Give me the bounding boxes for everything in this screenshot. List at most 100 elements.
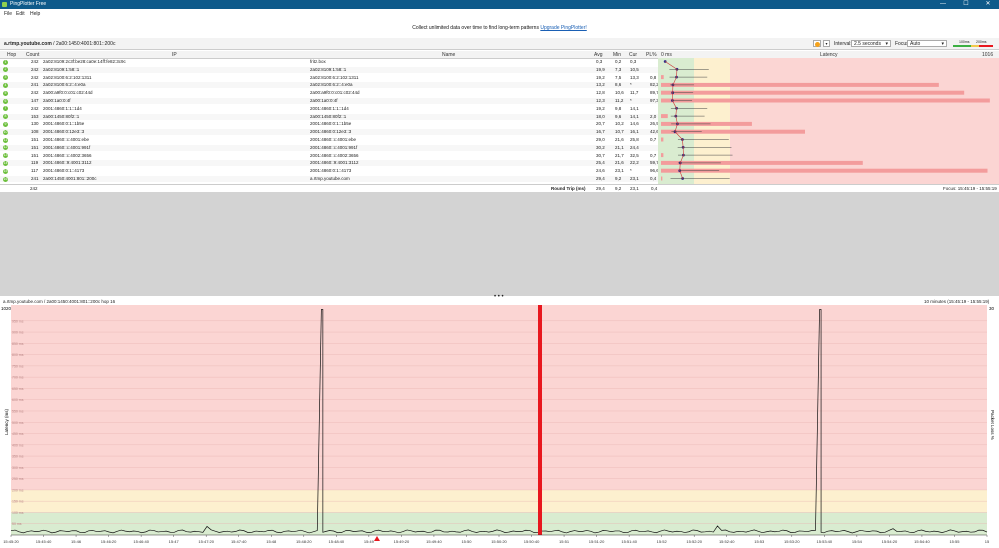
latency-column (658, 58, 999, 184)
interval-select[interactable]: 2.5 seconds ▾ (851, 40, 891, 47)
table-row[interactable]: 5 242 2a00:a9f0:0:c01:c02:44d 2a00:a9f0:0:c… (0, 90, 659, 96)
x-tick-label: 15:48:40 (329, 539, 345, 544)
table-row[interactable]: 2 242 2a02:8109:1:58::1 2a02:8109:1:58::1 19… (0, 66, 658, 73)
hop-avg: 29,0 (596, 137, 605, 142)
hop-count: 151 (31, 137, 39, 142)
title-bar: PingPlotter Free — ☐ ✕ (0, 0, 999, 9)
y-tick-label: 750 ms (12, 364, 24, 368)
hop-ip: 2a00:1450:4001:801::200c (43, 176, 97, 181)
hop-avg: 30,2 (596, 144, 605, 150)
hop-ip: 2001:4860::c:4001:991f (43, 144, 91, 150)
packet-loss-bar (661, 137, 664, 142)
table-row[interactable]: 3 242 2a02:8100:6:2:102:1311 2a02:8100:6:2:… (0, 75, 658, 81)
maximize-button[interactable]: ☐ (963, 1, 969, 7)
x-tick-label: 15:48:20 (296, 539, 312, 544)
table-row[interactable]: 16 241 2a00:1450:4001:801::200c a.rtmp.yout… (0, 176, 658, 182)
table-row[interactable]: 11 151 2001:4860::c:4001:ebe 2001:4860::c:4… (0, 137, 658, 143)
hop-ip: 2a00:1a0:0:4f (43, 98, 71, 103)
y-tick-label: 150 ms (12, 500, 24, 504)
hop-name: 2001:4860::c:4002:3656 (310, 152, 359, 158)
close-button[interactable]: ✕ (985, 1, 991, 7)
hop-cur: * (630, 98, 632, 103)
x-tick-label: 15:53:20 (784, 539, 800, 544)
hop-cur: 16,1 (630, 129, 639, 135)
col-pl[interactable]: PL% (646, 52, 657, 58)
hop-avg: 19,2 (596, 74, 605, 80)
hop-min: 21,7 (615, 152, 624, 158)
table-row[interactable]: 13 151 2001:4860::c:4002:3656 2001:4860::c:… (0, 153, 658, 159)
hop-avg: 16,7 (596, 129, 605, 135)
hop-min: 9,6 (615, 113, 622, 119)
focus-value: Auto (910, 41, 921, 47)
hop-name: 2001:4860:0:1::1b5e (310, 121, 352, 127)
y-tick-label: 900 ms (12, 331, 24, 335)
timeline-graph[interactable]: 950 ms 900 ms 850 ms 800 ms 750 ms 700 ms 650 … (0, 305, 999, 546)
hop-cur: 14,1 (630, 105, 639, 111)
table-row[interactable]: 14 119 2001:4860::9:4001:3112 2001:4860::9:… (0, 160, 659, 167)
x-tick-label: 15:49:20 (394, 539, 410, 544)
x-tick-label: 15:46:20 (101, 539, 117, 544)
table-row[interactable]: 10 108 2001:4860:0:12e3::3 2001:4860:0:12e3… (0, 129, 659, 136)
hop-name: 2001:4860::c:4001:ebe (310, 137, 357, 142)
col-latency[interactable]: Latency (820, 52, 838, 58)
packet-loss-bar (661, 176, 663, 181)
table-row[interactable]: 15 117 2001:4860:0:1::4173 2001:4860:0:1::4… (0, 168, 659, 174)
hop-name: 2001:4860::c:4001:991f (310, 144, 358, 150)
hop-name: 2001:4860:1:1::1d4 (310, 105, 349, 111)
pause-button[interactable] (813, 40, 821, 47)
col-name[interactable]: Name (442, 52, 456, 58)
minimize-button[interactable]: — (940, 1, 946, 7)
hop-name: a.rtmp.youtube.com (310, 176, 350, 181)
table-row[interactable]: 7 242 2001:4860:1:1::1d4 2001:4860:1:1::1d4… (0, 106, 658, 112)
menu-help[interactable]: Help (30, 11, 41, 17)
hop-avg: 12,8 (596, 90, 605, 96)
col-min[interactable]: Min (613, 52, 622, 58)
x-tick-label: 15:51:40 (621, 539, 637, 544)
hop-cur: 22,2 (630, 160, 639, 166)
hop-badge: 6 (3, 98, 8, 104)
table-row[interactable]: 12 151 2001:4860::c:4001:991f 2001:4860::c:… (0, 144, 658, 151)
x-tick-label: 15:52 (657, 539, 668, 544)
col-ip[interactable]: IP (172, 52, 177, 58)
x-tick-label: 15:54 (852, 539, 863, 544)
table-row[interactable]: 6 147 2a00:1a0:0:4f 2a00:1a0:0:4f 12,3 11,2 * 9… (0, 98, 659, 104)
hop-name: 2a00:1a0:0:4f (310, 98, 338, 103)
x-tick-label: 15:54:40 (914, 539, 930, 544)
hop-badge: 9 (3, 121, 8, 127)
x-tick-label: 15:50:40 (524, 539, 540, 544)
hop-badge: 3 (3, 75, 8, 81)
table-row[interactable]: 9 130 2001:4860:0:1::1b5e 2001:4860:0:1::1b… (0, 121, 659, 127)
y-tick-label: 200 ms (12, 488, 24, 492)
y-tick-label: 800 ms (12, 353, 24, 357)
col-avg[interactable]: Avg (594, 52, 603, 58)
menu-edit[interactable]: Edit (16, 11, 25, 17)
packet-loss-bar (661, 114, 668, 119)
hop-cur: 14,6 (630, 121, 639, 127)
col-cur[interactable]: Cur (629, 52, 638, 58)
focus-select[interactable]: Auto ▾ (907, 40, 947, 47)
table-row[interactable]: 4 241 2a02:8100:6:2::4:e0a 2a02:8100:6:2::4… (0, 82, 659, 89)
target-toolbar: a.rtmp.youtube.com / 2a00:1450:4001:801:… (0, 38, 999, 50)
y-tick-label: 450 ms (12, 432, 24, 436)
x-tick-label: 15:48 (266, 539, 277, 544)
hop-badge: 13 (3, 153, 8, 159)
hop-min: 21,6 (615, 137, 624, 142)
hop-count: 119 (31, 160, 39, 166)
menu-file[interactable]: File (4, 11, 13, 17)
col-count[interactable]: Count (26, 52, 40, 58)
table-row[interactable]: 1 242 2a02:8109:2c3f:be28:ca0e:14ff:fe82:3… (0, 59, 658, 65)
x-tick-label: 15:51:20 (589, 539, 605, 544)
hop-ip: 2001:4860::c:4002:3656 (43, 152, 92, 158)
y-tick-label: 950 ms (12, 319, 24, 323)
hop-name: 2a02:8100:6:2::4:e0a (310, 82, 353, 88)
hop-avg: 13,2 (596, 82, 605, 88)
col-hop[interactable]: Hop (7, 52, 17, 58)
table-row[interactable]: 8 153 2a00:1450:80f2::1 2a00:1450:80f2::1 18… (0, 113, 658, 120)
chevron-down-icon[interactable]: ▾ (823, 40, 830, 47)
event-marker-icon[interactable] (374, 536, 380, 541)
empty-area (0, 192, 999, 296)
upgrade-link[interactable]: Upgrade PingPlotter! (540, 25, 587, 31)
x-tick-label: 15:50:20 (491, 539, 507, 544)
hop-min: 21,1 (615, 144, 624, 150)
hop-pl: 89,7 (650, 90, 659, 96)
